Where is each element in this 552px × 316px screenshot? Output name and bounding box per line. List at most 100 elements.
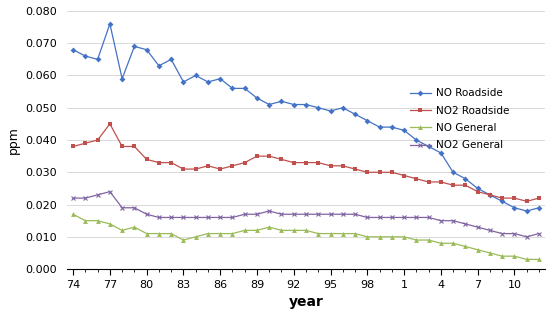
NO2 Roadside bbox=[327, 164, 334, 168]
NO2 Roadside bbox=[131, 145, 137, 149]
NO2 General bbox=[523, 235, 530, 239]
NO General bbox=[107, 222, 113, 226]
NO2 General bbox=[486, 228, 493, 232]
NO Roadside bbox=[401, 128, 407, 132]
NO Roadside bbox=[266, 103, 273, 106]
NO2 General bbox=[193, 216, 199, 219]
NO2 General bbox=[180, 216, 187, 219]
NO Roadside bbox=[119, 77, 125, 81]
NO2 Roadside bbox=[254, 154, 261, 158]
NO2 General bbox=[401, 216, 407, 219]
NO General bbox=[168, 232, 174, 235]
NO2 Roadside bbox=[339, 164, 346, 168]
NO General bbox=[205, 232, 211, 235]
NO Roadside bbox=[364, 119, 370, 123]
NO2 Roadside bbox=[180, 167, 187, 171]
NO2 General bbox=[339, 212, 346, 216]
NO2 General bbox=[474, 225, 481, 229]
NO2 General bbox=[389, 216, 395, 219]
NO2 General bbox=[290, 212, 297, 216]
NO General bbox=[389, 235, 395, 239]
NO2 General bbox=[217, 216, 224, 219]
NO2 Roadside bbox=[486, 193, 493, 197]
NO2 Roadside bbox=[413, 177, 420, 181]
NO2 Roadside bbox=[389, 170, 395, 174]
NO2 General bbox=[450, 219, 457, 222]
NO General bbox=[254, 228, 261, 232]
NO General bbox=[94, 219, 101, 222]
NO2 Roadside bbox=[535, 196, 542, 200]
NO Roadside bbox=[144, 48, 150, 52]
NO General bbox=[450, 241, 457, 245]
NO2 General bbox=[241, 212, 248, 216]
NO Roadside bbox=[82, 54, 89, 58]
NO2 Roadside bbox=[401, 173, 407, 177]
NO2 Roadside bbox=[302, 161, 309, 165]
NO Roadside bbox=[205, 80, 211, 84]
NO Roadside bbox=[474, 186, 481, 190]
NO General bbox=[315, 232, 322, 235]
NO General bbox=[82, 219, 89, 222]
NO Roadside bbox=[438, 151, 444, 155]
NO2 General bbox=[511, 232, 518, 235]
NO2 General bbox=[413, 216, 420, 219]
NO2 Roadside bbox=[266, 154, 273, 158]
NO Roadside bbox=[254, 96, 261, 100]
NO2 General bbox=[82, 196, 89, 200]
NO2 General bbox=[107, 190, 113, 193]
NO2 Roadside bbox=[315, 161, 322, 165]
NO2 General bbox=[254, 212, 261, 216]
NO2 Roadside bbox=[168, 161, 174, 165]
NO2 Roadside bbox=[107, 122, 113, 126]
Line: NO2 Roadside: NO2 Roadside bbox=[71, 122, 541, 204]
NO2 General bbox=[278, 212, 285, 216]
NO2 Roadside bbox=[229, 164, 236, 168]
NO2 Roadside bbox=[425, 180, 432, 184]
NO2 General bbox=[499, 232, 506, 235]
NO General bbox=[302, 228, 309, 232]
NO Roadside bbox=[425, 145, 432, 149]
NO Roadside bbox=[180, 80, 187, 84]
NO2 Roadside bbox=[474, 190, 481, 193]
NO Roadside bbox=[156, 64, 162, 68]
NO2 General bbox=[229, 216, 236, 219]
NO General bbox=[131, 225, 137, 229]
NO General bbox=[376, 235, 383, 239]
NO Roadside bbox=[94, 58, 101, 61]
NO2 Roadside bbox=[82, 141, 89, 145]
NO General bbox=[535, 258, 542, 261]
NO Roadside bbox=[107, 22, 113, 26]
Y-axis label: ppm: ppm bbox=[7, 126, 20, 154]
NO Roadside bbox=[168, 58, 174, 61]
NO2 General bbox=[266, 209, 273, 213]
NO2 Roadside bbox=[119, 145, 125, 149]
NO General bbox=[486, 251, 493, 255]
NO General bbox=[511, 254, 518, 258]
NO2 General bbox=[376, 216, 383, 219]
NO General bbox=[144, 232, 150, 235]
Line: NO Roadside: NO Roadside bbox=[71, 22, 541, 213]
NO General bbox=[241, 228, 248, 232]
NO2 Roadside bbox=[450, 183, 457, 187]
Line: NO General: NO General bbox=[71, 212, 542, 262]
NO General bbox=[229, 232, 236, 235]
NO General bbox=[70, 212, 76, 216]
NO Roadside bbox=[327, 109, 334, 113]
NO General bbox=[193, 235, 199, 239]
NO Roadside bbox=[462, 177, 469, 181]
NO2 Roadside bbox=[364, 170, 370, 174]
NO2 General bbox=[425, 216, 432, 219]
NO General bbox=[180, 238, 187, 242]
NO Roadside bbox=[290, 103, 297, 106]
NO Roadside bbox=[339, 106, 346, 110]
NO Roadside bbox=[486, 193, 493, 197]
NO2 Roadside bbox=[499, 196, 506, 200]
X-axis label: year: year bbox=[289, 295, 323, 309]
NO2 General bbox=[315, 212, 322, 216]
NO2 General bbox=[302, 212, 309, 216]
NO2 Roadside bbox=[205, 164, 211, 168]
NO General bbox=[413, 238, 420, 242]
NO2 General bbox=[438, 219, 444, 222]
NO General bbox=[462, 245, 469, 248]
NO2 General bbox=[131, 206, 137, 210]
